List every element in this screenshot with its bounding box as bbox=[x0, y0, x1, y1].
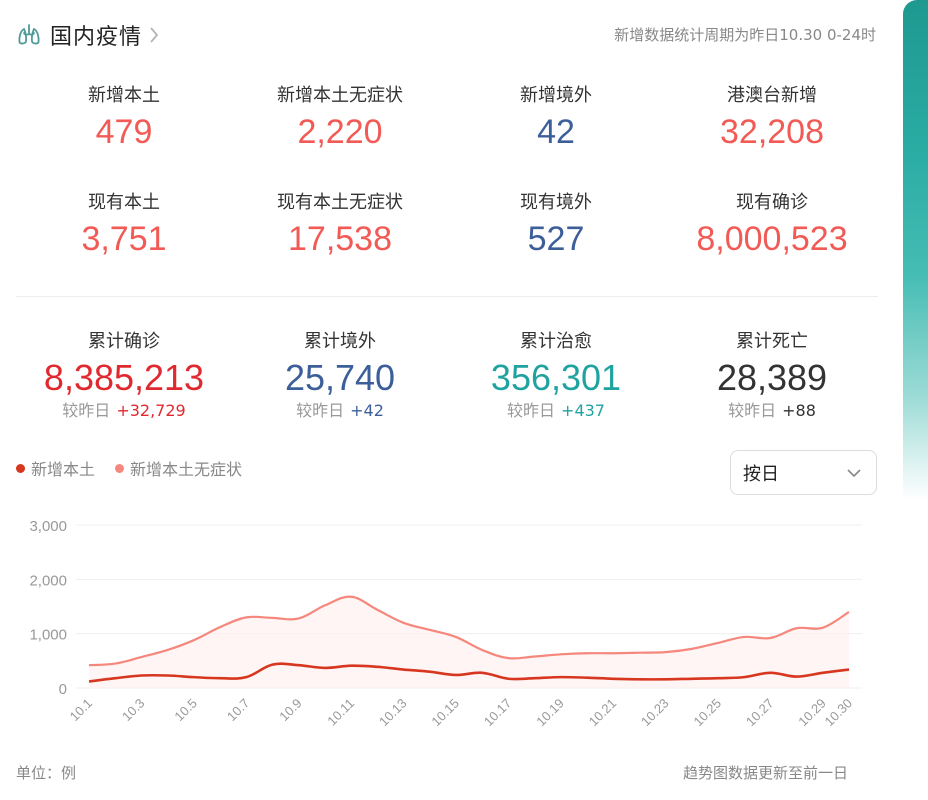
stat-value: 42 bbox=[537, 113, 575, 151]
y-tick-label: 2,000 bbox=[29, 572, 67, 589]
x-tick-label: 10.3 bbox=[119, 696, 148, 725]
section-title: 国内疫情 bbox=[50, 25, 143, 50]
x-tick-label: 10.11 bbox=[324, 696, 357, 729]
stat-label: 新增本土无症状 bbox=[277, 85, 403, 106]
stat-value: 8,000,523 bbox=[696, 220, 848, 258]
stat-new-local: 新增本土 479 bbox=[16, 82, 232, 154]
x-tick-label: 10.21 bbox=[586, 696, 620, 730]
x-tick-label: 10.25 bbox=[690, 696, 724, 730]
x-tick-label: 10.29 bbox=[795, 696, 829, 730]
legend-item-new-local[interactable]: 新增本土 bbox=[16, 456, 95, 480]
compare-label: 较昨日 bbox=[296, 401, 345, 420]
stat-value: 2,220 bbox=[297, 113, 383, 151]
compare-label: 较昨日 bbox=[62, 401, 111, 420]
x-tick-label: 10.19 bbox=[533, 696, 567, 730]
x-tick-label: 10.9 bbox=[276, 696, 305, 725]
stat-cumulative-recovered: 累计治愈 356,301 较昨日 +437 bbox=[448, 328, 664, 422]
compare-yesterday: 较昨日 +42 bbox=[232, 400, 448, 422]
x-tick-label: 10.1 bbox=[67, 696, 96, 725]
stat-new-imported: 新增境外 42 bbox=[448, 82, 664, 154]
stat-label: 现有确诊 bbox=[736, 192, 808, 213]
stat-value: 356,301 bbox=[490, 357, 622, 398]
compare-value: +437 bbox=[561, 401, 605, 420]
line-new-local bbox=[88, 662, 850, 683]
statistics-period-note: 新增数据统计周期为昨日10.30 0-24时 bbox=[614, 26, 876, 44]
stat-value: 17,538 bbox=[288, 220, 392, 258]
stat-label: 累计境外 bbox=[304, 331, 376, 352]
period-select[interactable]: 按日 bbox=[730, 450, 877, 495]
x-tick-label: 10.27 bbox=[743, 696, 777, 730]
stat-new-local-asymptomatic: 新增本土无症状 2,220 bbox=[232, 82, 448, 154]
stat-value: 8,385,213 bbox=[43, 357, 205, 398]
compare-label: 较昨日 bbox=[507, 401, 556, 420]
stat-value: 32,208 bbox=[720, 113, 824, 151]
x-tick-label: 10.15 bbox=[428, 696, 462, 730]
y-tick-label: 0 bbox=[59, 681, 67, 698]
stat-value: 3,751 bbox=[81, 220, 167, 258]
line-new-local-asymptomatic bbox=[88, 595, 850, 667]
y-tick-label: 3,000 bbox=[29, 518, 67, 535]
side-accent-bar bbox=[903, 0, 928, 500]
x-tick-label: 10.30 bbox=[822, 696, 856, 730]
stat-label: 港澳台新增 bbox=[727, 85, 817, 106]
legend-label: 新增本土 bbox=[31, 460, 96, 479]
x-tick-label: 10.23 bbox=[638, 696, 672, 730]
chart-update-note: 趋势图数据更新至前一日 bbox=[682, 764, 848, 782]
domestic-epidemic-card: 国内疫情 新增数据统计周期为昨日10.30 0-24时 新增本土 479 新增本… bbox=[16, 18, 880, 782]
unit-label: 单位：例 bbox=[16, 764, 77, 782]
stat-label: 累计死亡 bbox=[736, 331, 808, 352]
stat-label: 现有本土 bbox=[88, 192, 160, 213]
compare-value: +42 bbox=[350, 401, 384, 420]
compare-yesterday: 较昨日 +32,729 bbox=[16, 400, 232, 422]
stat-current-confirmed: 现有确诊 8,000,523 bbox=[664, 189, 880, 261]
stat-value: 28,389 bbox=[716, 357, 828, 398]
stat-value: 25,740 bbox=[284, 357, 396, 398]
stat-cumulative-imported: 累计境外 25,740 较昨日 +42 bbox=[232, 328, 448, 422]
cumulative-row: 累计确诊 8,385,213 较昨日 +32,729 累计境外 25,740 较昨… bbox=[16, 328, 880, 422]
compare-label: 较昨日 bbox=[728, 401, 777, 420]
compare-value: +32,729 bbox=[116, 401, 186, 420]
legend-dot-icon bbox=[115, 463, 125, 473]
x-tick-label: 10.17 bbox=[481, 696, 515, 730]
legend-item-new-local-asymptomatic[interactable]: 新增本土无症状 bbox=[115, 456, 242, 480]
legend-label: 新增本土无症状 bbox=[130, 460, 243, 479]
chevron-right-icon[interactable] bbox=[148, 25, 160, 45]
chevron-down-icon bbox=[847, 468, 861, 477]
new-cases-row: 新增本土 479 新增本土无症状 2,220 新增境外 42 港澳台新增 32,… bbox=[16, 82, 880, 154]
current-cases-row: 现有本土 3,751 现有本土无症状 17,538 现有境外 527 现有确诊 … bbox=[16, 189, 880, 261]
trend-line-chart: 0 1,000 2,000 3,000 10.1 10.3 10.5 10.7 10.9 10.1… bbox=[29, 518, 862, 730]
section-header[interactable]: 国内疫情 bbox=[16, 18, 160, 52]
stat-new-hk-macau-taiwan: 港澳台新增 32,208 bbox=[664, 82, 880, 154]
x-tick-label: 10.13 bbox=[376, 696, 410, 730]
stat-cumulative-confirmed: 累计确诊 8,385,213 较昨日 +32,729 bbox=[16, 328, 232, 422]
stat-value: 527 bbox=[527, 220, 585, 258]
y-tick-label: 1,000 bbox=[29, 627, 67, 644]
period-select-value: 按日 bbox=[743, 463, 779, 485]
x-tick-label: 10.7 bbox=[224, 696, 253, 725]
x-tick-label: 10.5 bbox=[171, 696, 200, 725]
stat-current-local: 现有本土 3,751 bbox=[16, 189, 232, 261]
stat-cumulative-deaths: 累计死亡 28,389 较昨日 +88 bbox=[664, 328, 880, 422]
stat-label: 累计确诊 bbox=[88, 331, 160, 352]
divider bbox=[16, 296, 878, 297]
chart-legend: 新增本土 新增本土无症状 bbox=[16, 456, 262, 480]
stat-label: 现有境外 bbox=[520, 192, 592, 213]
stat-label: 现有本土无症状 bbox=[277, 192, 403, 213]
compare-yesterday: 较昨日 +88 bbox=[664, 400, 880, 422]
stat-label: 新增境外 bbox=[520, 85, 592, 106]
stat-label: 累计治愈 bbox=[520, 331, 592, 352]
compare-value: +88 bbox=[782, 401, 816, 420]
stat-current-local-asymptomatic: 现有本土无症状 17,538 bbox=[232, 189, 448, 261]
compare-yesterday: 较昨日 +437 bbox=[448, 400, 664, 422]
lung-icon bbox=[18, 24, 40, 45]
legend-dot-icon bbox=[16, 463, 25, 473]
stat-current-imported: 现有境外 527 bbox=[448, 189, 664, 261]
stat-label: 新增本土 bbox=[88, 85, 160, 106]
stat-value: 479 bbox=[95, 113, 153, 151]
